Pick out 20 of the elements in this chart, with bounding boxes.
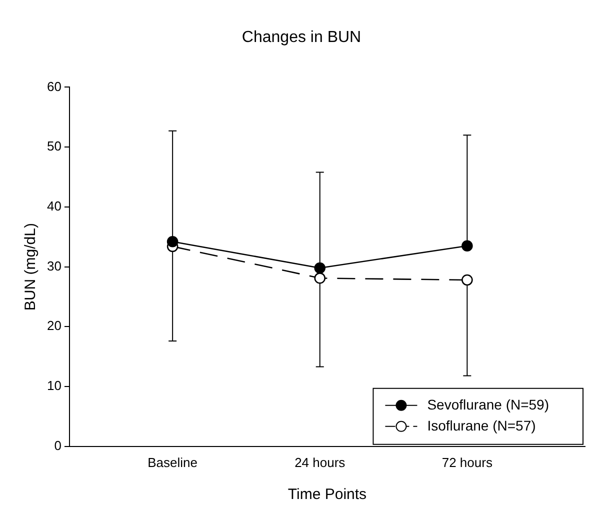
legend-label: Sevoflurane (N=59) [427, 396, 550, 412]
x-tick-label: 24 hours [294, 454, 346, 470]
point [462, 240, 473, 252]
y-axis-title: BUN (mg/dL) [22, 223, 40, 311]
chart-title: Changes in BUN [242, 29, 362, 46]
x-tick-label: Baseline [148, 454, 198, 470]
y-tick-label: 40 [46, 198, 62, 214]
y-tick-label: 0 [54, 438, 62, 453]
point [314, 272, 326, 284]
point [462, 274, 473, 286]
y-tick-label: 30 [46, 258, 62, 274]
legend-label: Isoflurane (N=57) [427, 417, 536, 434]
y-tick-label: 50 [46, 138, 62, 154]
y-tick-label: 20 [46, 318, 62, 334]
point [166, 236, 178, 248]
x-axis-title: Time Points [288, 486, 367, 504]
y-tick-label: 10 [46, 378, 62, 394]
point [314, 262, 326, 274]
y-tick-label: 60 [46, 78, 62, 94]
x-tick-label: 72 hours [442, 454, 493, 470]
